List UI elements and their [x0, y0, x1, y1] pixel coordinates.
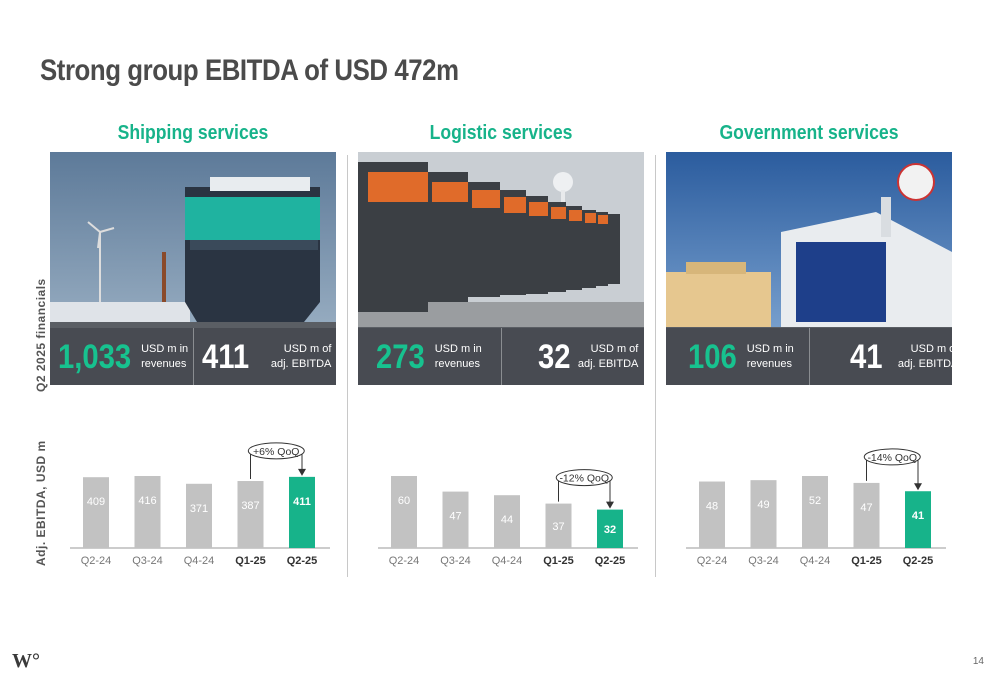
- bar: [853, 482, 880, 548]
- bar-value-label: 44: [501, 514, 513, 526]
- bar-value-label: 47: [449, 511, 461, 523]
- bar-value-label: 409: [87, 496, 105, 508]
- side-label-ebitda: Adj. EBITDA, USD m: [34, 440, 48, 566]
- bar: [83, 477, 109, 548]
- category-label: Q2-24: [81, 555, 112, 567]
- bar: [391, 476, 417, 548]
- revenue-stat: 106 USD m in revenues: [666, 328, 809, 385]
- bar: [237, 481, 264, 548]
- revenue-stat: 1,033 USD m in revenues: [50, 328, 193, 385]
- revenue-unit: USD m in revenues: [434, 343, 482, 370]
- bar: [186, 483, 212, 548]
- bar-value-label: 416: [138, 495, 156, 507]
- ebitda-unit: USD m of adj. EBITDA: [897, 343, 959, 370]
- ebitda-unit: USD m of adj. EBITDA: [270, 343, 332, 370]
- bar-chart-svg: 409 Q2-24 416 Q3-24 371 Q4-24 387 Q1-25 411 Q2-25…: [70, 442, 330, 567]
- bar: [905, 491, 931, 548]
- column-heading: Government services: [719, 122, 899, 144]
- category-label: Q2-24: [389, 555, 420, 567]
- revenue-value: 273: [376, 337, 425, 376]
- ebitda-bar-chart: 409 Q2-24 416 Q3-24 371 Q4-24 387 Q1-25 411 Q2-25…: [50, 430, 336, 570]
- ebitda-value: 32: [538, 337, 571, 376]
- revenue-unit: USD m in revenues: [746, 343, 794, 370]
- bar-value-label: 47: [860, 502, 872, 514]
- bar-value-label: 41: [912, 510, 924, 522]
- side-label-financials: Q2 2025 financials: [34, 278, 48, 392]
- bar: [750, 480, 777, 548]
- bar: [699, 481, 725, 548]
- ebitda-bar-chart: 48 Q2-24 49 Q3-24 52 Q4-24 47 Q1-25 41 Q2-25 -14% …: [666, 430, 952, 570]
- category-label: Q1-25: [235, 555, 266, 567]
- bar-value-label: 52: [809, 495, 821, 507]
- page-number: 14: [972, 656, 984, 667]
- revenue-value: 1,033: [58, 337, 132, 376]
- bar: [494, 495, 520, 548]
- qoq-arrow-head: [298, 468, 306, 476]
- bar-value-label: 49: [757, 499, 769, 511]
- bar: [134, 476, 161, 548]
- stats-bar: 106 USD m in revenues 41 USD m of adj. EBI…: [666, 328, 958, 385]
- column-heading: Logistic services: [429, 122, 573, 144]
- column-government: Government services 106 USD m in revenues: [666, 0, 958, 685]
- stats-bar: 1,033 USD m in revenues 411 USD m of adj. …: [50, 328, 336, 385]
- bar: [802, 476, 828, 548]
- bar-value-label: 32: [604, 524, 616, 536]
- bar: [289, 476, 315, 548]
- qoq-bubble: [555, 469, 613, 487]
- bar-value-label: 387: [241, 500, 259, 512]
- stats-bar: 273 USD m in revenues 32 USD m of adj. EBI…: [358, 328, 644, 385]
- qoq-label: -14% QoQ: [867, 452, 917, 464]
- category-label: Q4-24: [492, 555, 523, 567]
- bar-value-label: 371: [190, 503, 208, 515]
- column-shipping: Shipping services 1,033 USD: [50, 0, 336, 685]
- qoq-label: -12% QoQ: [559, 473, 609, 485]
- qoq-bubble: [247, 442, 305, 460]
- category-label: Q2-25: [595, 555, 626, 567]
- ebitda-bar-chart: 60 Q2-24 47 Q3-24 44 Q4-24 37 Q1-25 32 Q2-25 -12% …: [358, 430, 644, 570]
- bar-value-label: 48: [706, 501, 718, 513]
- column-divider: [347, 155, 348, 577]
- ebitda-stat: 32 USD m of adj. EBITDA: [501, 328, 644, 385]
- category-label: Q1-25: [851, 555, 882, 567]
- page-title: Strong group EBITDA of USD 472m: [40, 54, 459, 87]
- ebitda-stat: 411 USD m of adj. EBITDA: [193, 328, 336, 385]
- bar-chart-svg: 48 Q2-24 49 Q3-24 52 Q4-24 47 Q1-25 41 Q2-25 -14% …: [686, 448, 946, 567]
- revenue-value: 106: [688, 337, 737, 376]
- bar-value-label: 60: [398, 495, 410, 507]
- column-divider: [655, 155, 656, 577]
- bar-value-label: 37: [552, 521, 564, 533]
- category-label: Q2-25: [287, 555, 318, 567]
- category-label: Q3-24: [748, 555, 779, 567]
- revenue-unit: USD m in revenues: [141, 343, 189, 370]
- revenue-stat: 273 USD m in revenues: [358, 328, 501, 385]
- ebitda-unit: USD m of adj. EBITDA: [577, 343, 639, 370]
- ebitda-stat: 41 USD m of adj. EBITDA: [809, 328, 958, 385]
- category-label: Q2-25: [903, 555, 934, 567]
- category-label: Q4-24: [800, 555, 831, 567]
- qoq-arrow-head: [606, 501, 614, 509]
- ebitda-value: 41: [850, 337, 883, 376]
- company-logo: W°: [12, 650, 40, 672]
- qoq-arrow-head: [914, 483, 922, 491]
- category-label: Q1-25: [543, 555, 574, 567]
- bar-chart-svg: 60 Q2-24 47 Q3-24 44 Q4-24 37 Q1-25 32 Q2-25 -12% …: [378, 469, 638, 567]
- category-label: Q2-24: [697, 555, 728, 567]
- ebitda-value: 411: [202, 337, 250, 376]
- category-label: Q3-24: [440, 555, 471, 567]
- bar: [442, 491, 469, 548]
- qoq-bubble: [863, 448, 921, 466]
- qoq-label: +6% QoQ: [253, 446, 299, 458]
- bar-value-label: 411: [293, 496, 311, 508]
- category-label: Q3-24: [132, 555, 163, 567]
- category-label: Q4-24: [184, 555, 215, 567]
- bar: [597, 509, 623, 548]
- bar: [545, 503, 572, 548]
- column-heading: Shipping services: [117, 122, 269, 144]
- column-logistic: Logistic services: [358, 0, 644, 685]
